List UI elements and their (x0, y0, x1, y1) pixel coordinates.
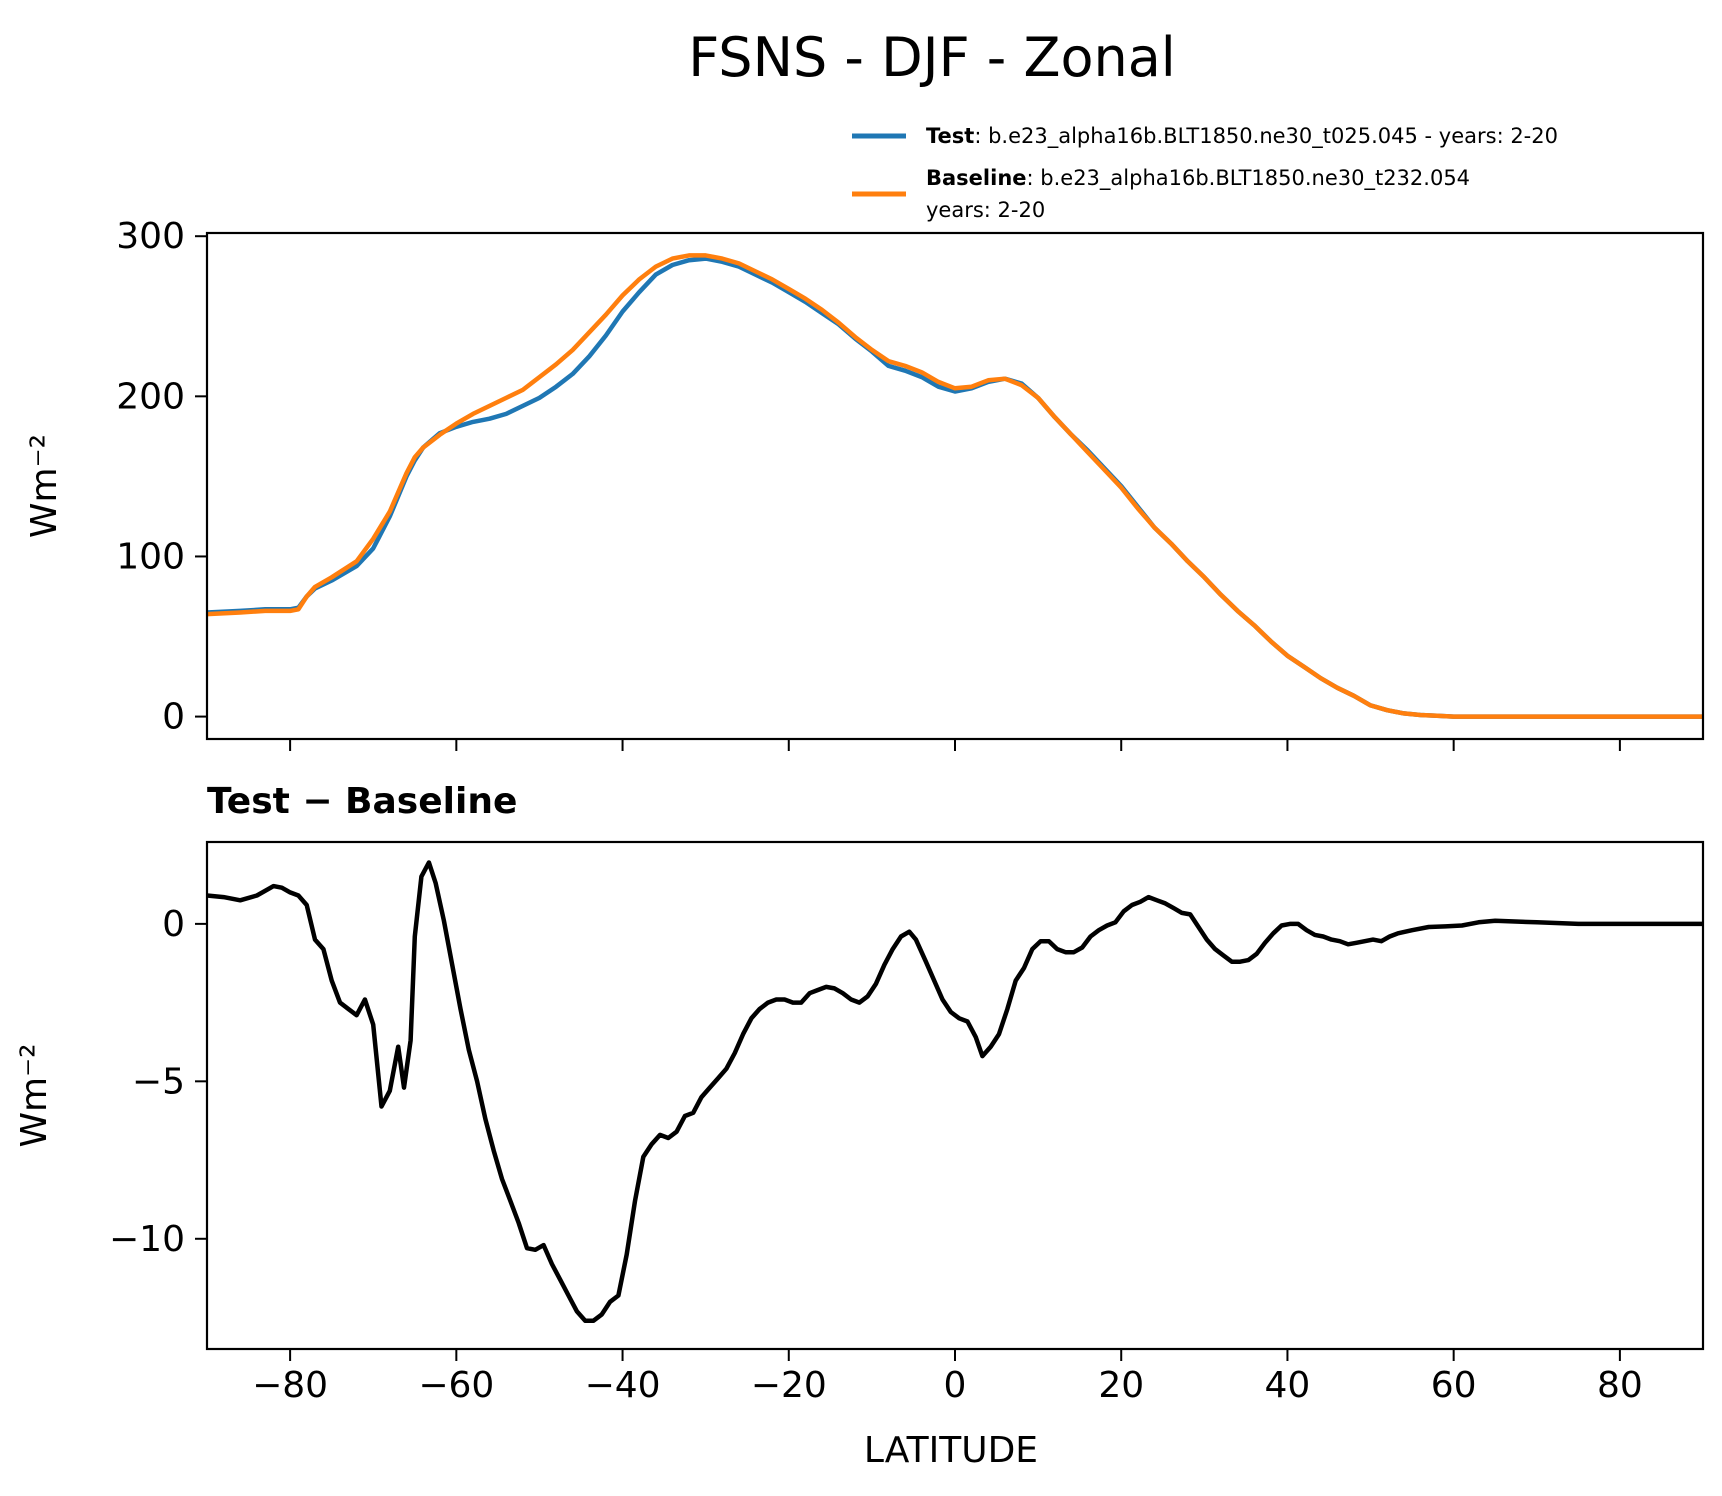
zonal-y-tick-label: 100 (116, 536, 185, 577)
zonal-mean-panel: 0 100 200 300 Wm⁻² (24, 216, 1705, 751)
diff-x-tick-label: 20 (1098, 1365, 1144, 1406)
diff-plot-frame (205, 840, 1705, 1351)
legend-label-baseline-line2: years: 2-20 (926, 198, 1045, 222)
legend: Test: b.e23_alpha16b.BLT1850.ne30_t025.0… (852, 124, 1558, 222)
diff-x-tick-label: 60 (1431, 1365, 1477, 1406)
diff-series-test-baseline (206, 860, 1703, 1323)
legend-label-test-rest: : b.e23_alpha16b.BLT1850.ne30_t025.045 -… (974, 124, 1558, 149)
difference-panel: −80 −60 −40 −20 0 20 40 60 80 0 −5 −10 Wm⁻² (14, 840, 1705, 1406)
zonal-y-axis-label: Wm⁻² (24, 434, 65, 538)
zonal-y-tick-label: 200 (116, 376, 185, 417)
zonal-series-test (206, 256, 1703, 719)
diff-x-tick-label: −80 (252, 1365, 328, 1406)
zonal-y-tick-label: 0 (162, 697, 185, 738)
difference-panel-title: Test − Baseline (207, 781, 517, 822)
diff-x-tick-label: 80 (1597, 1365, 1643, 1406)
legend-label-test: Test: b.e23_alpha16b.BLT1850.ne30_t025.0… (926, 124, 1558, 149)
zonal-y-tick-label: 300 (116, 216, 185, 257)
diff-x-tick-label: −60 (418, 1365, 494, 1406)
diff-x-tick-label: 0 (944, 1365, 967, 1406)
diff-y-tick-label: 0 (162, 904, 185, 945)
diff-x-tick-label: −40 (585, 1365, 661, 1406)
diff-x-tick-label: 40 (1265, 1365, 1311, 1406)
legend-label-baseline-bold: Baseline (926, 166, 1027, 190)
legend-label-baseline: Baseline: b.e23_alpha16b.BLT1850.ne30_t2… (926, 166, 1470, 191)
zonal-plot-frame (205, 231, 1705, 741)
x-axis-label: LATITUDE (864, 1430, 1038, 1471)
figure-title: FSNS - DJF - Zonal (688, 26, 1176, 89)
legend-label-baseline-rest: : b.e23_alpha16b.BLT1850.ne30_t232.054 (1027, 166, 1471, 191)
legend-label-test-bold: Test (926, 124, 974, 148)
zonal-series-baseline (206, 253, 1703, 719)
diff-y-axis-label: Wm⁻² (14, 1043, 55, 1147)
diff-x-tick-label: −20 (751, 1365, 827, 1406)
diff-y-tick-label: −5 (132, 1061, 185, 1102)
diff-y-tick-label: −10 (109, 1219, 185, 1260)
